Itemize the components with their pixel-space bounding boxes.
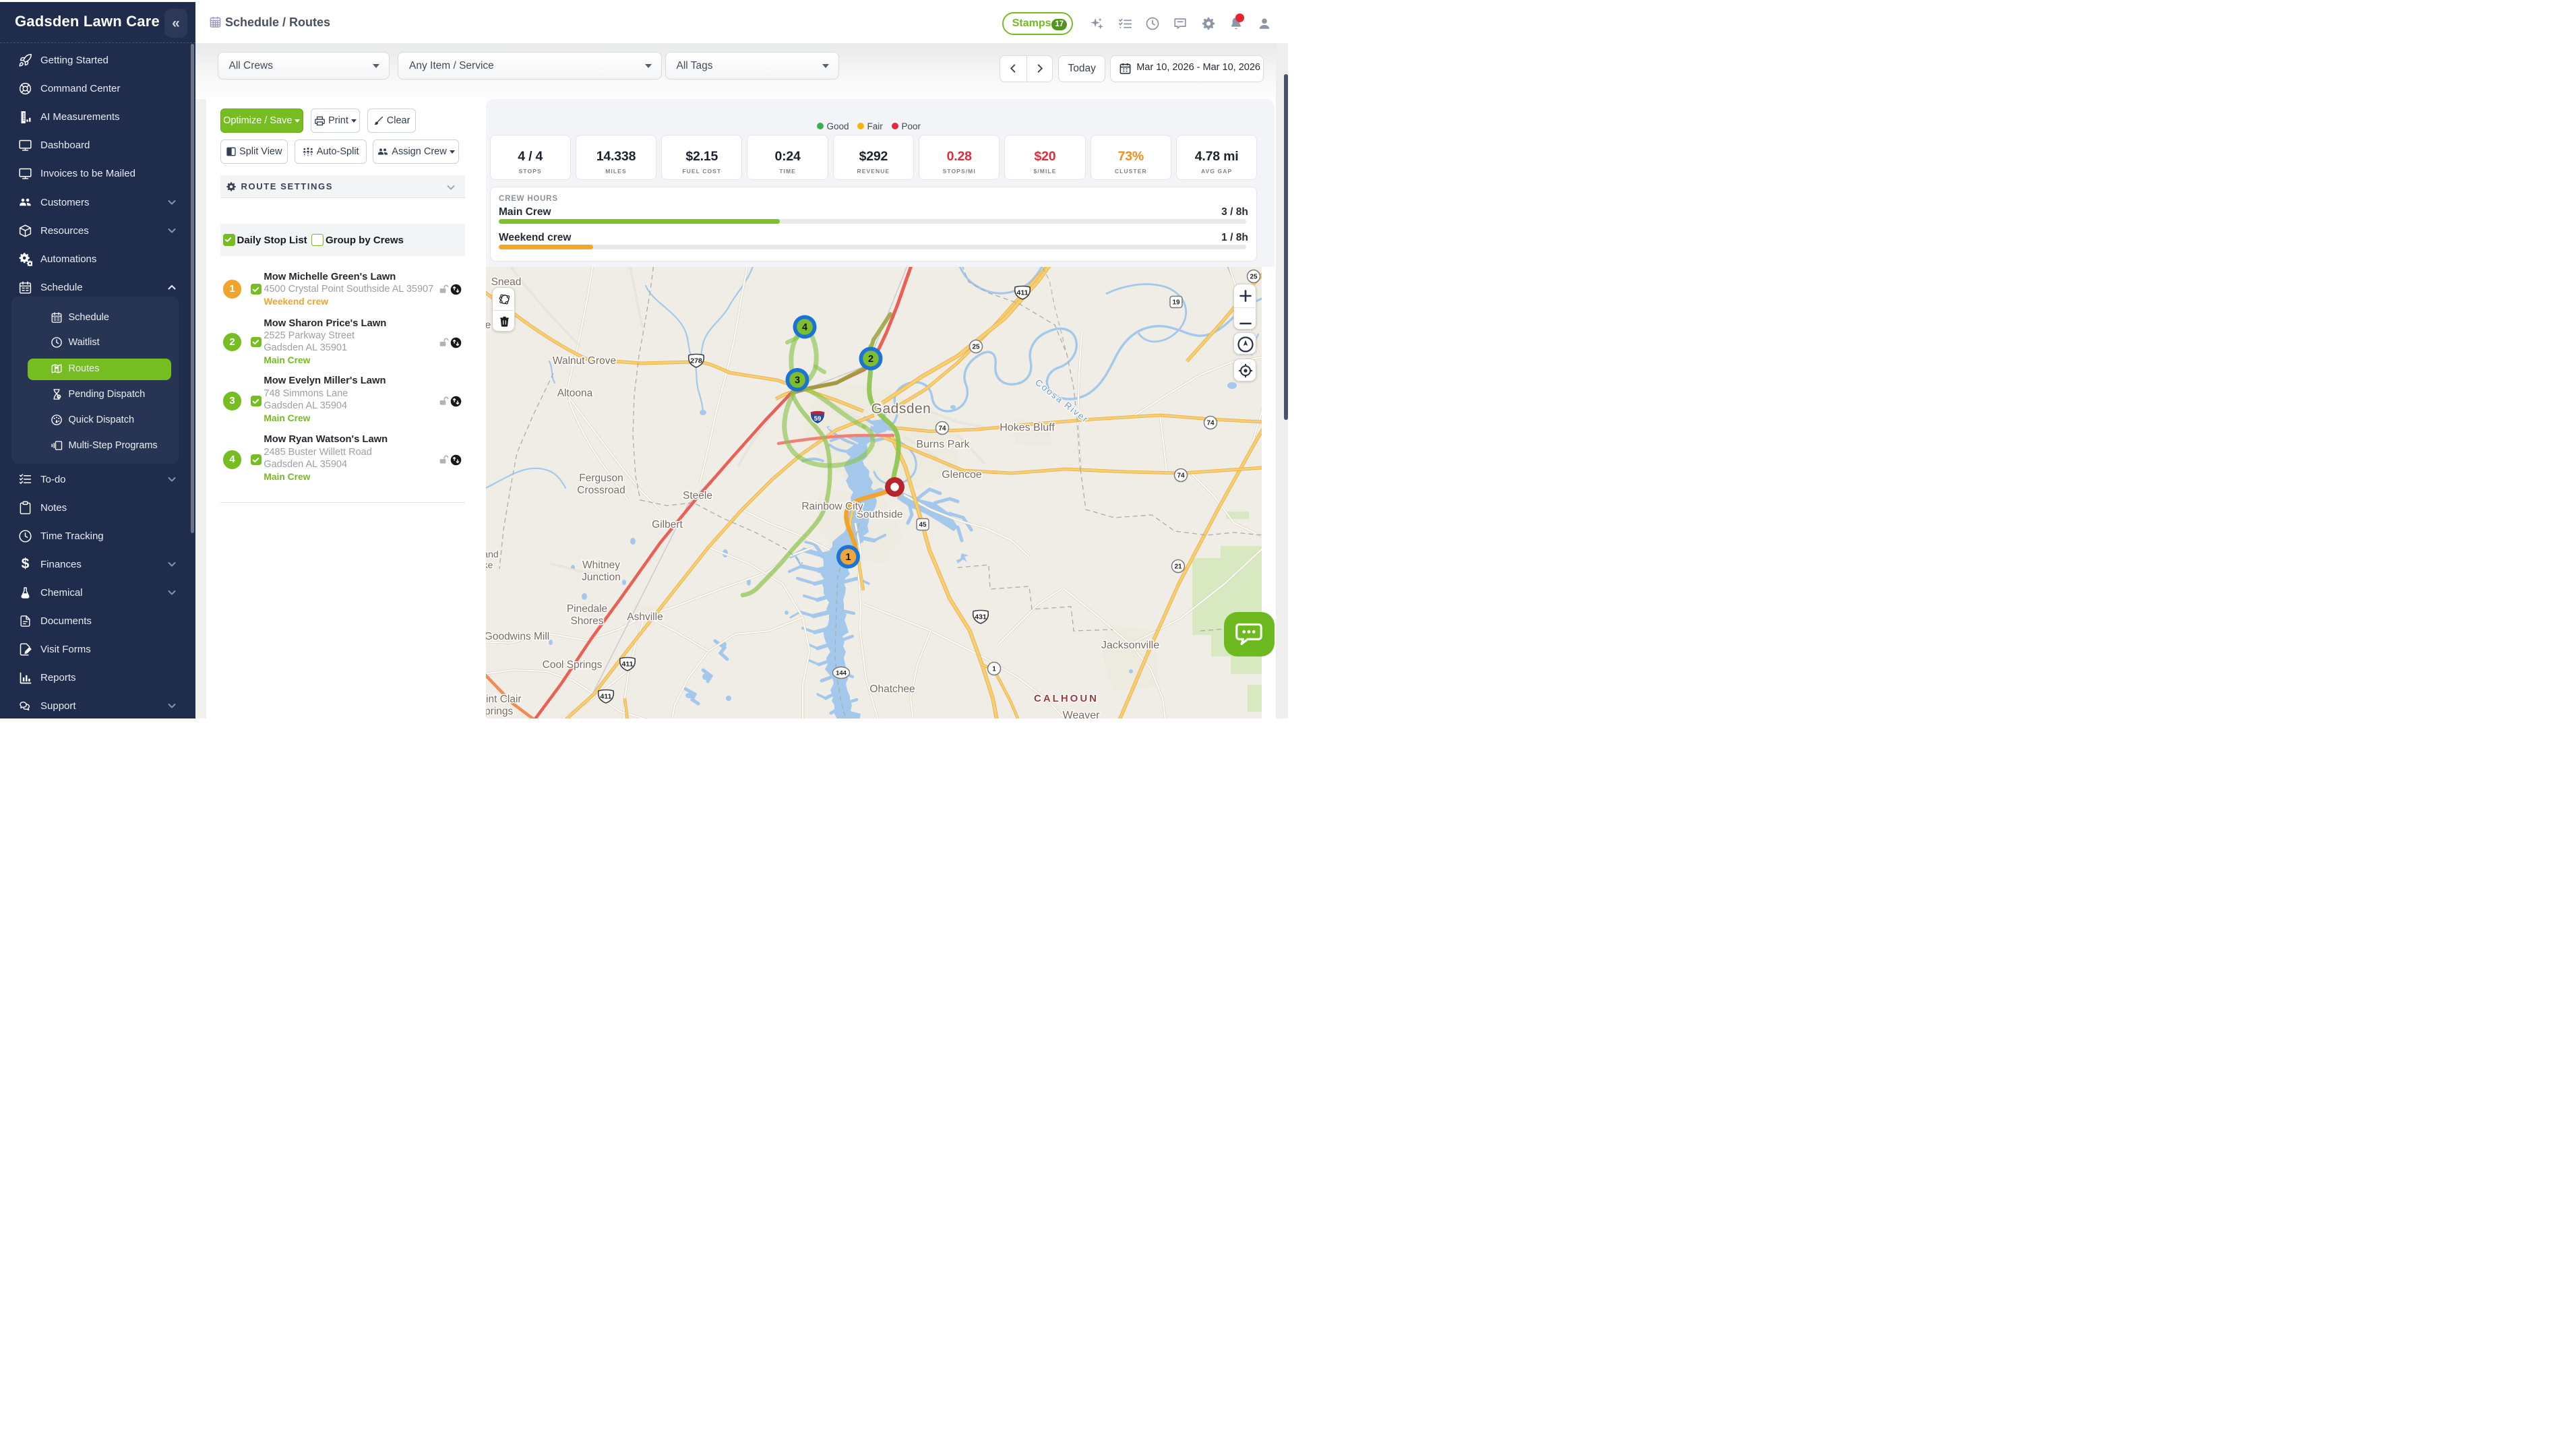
svg-text:59: 59 xyxy=(814,415,821,423)
svg-text:CALHOUN: CALHOUN xyxy=(1034,693,1099,704)
svg-text:Ferguson: Ferguson xyxy=(579,472,623,484)
svg-text:25: 25 xyxy=(1250,274,1258,281)
svg-text:4: 4 xyxy=(801,322,807,333)
svg-text:Rainbow City: Rainbow City xyxy=(801,501,863,512)
svg-text:Crossroad: Crossroad xyxy=(577,485,625,496)
svg-text:74: 74 xyxy=(1206,420,1215,427)
svg-text:2: 2 xyxy=(867,354,873,365)
svg-text:431: 431 xyxy=(975,613,987,621)
svg-text:Whitney: Whitney xyxy=(582,559,620,571)
svg-text:Cool Springs: Cool Springs xyxy=(542,659,602,671)
svg-text:21: 21 xyxy=(1174,563,1182,571)
svg-text:Burns Park: Burns Park xyxy=(916,439,970,450)
svg-text:Shores: Shores xyxy=(570,615,603,627)
svg-text:3: 3 xyxy=(794,375,799,386)
svg-text:Weaver: Weaver xyxy=(1062,710,1100,718)
svg-text:ke: ke xyxy=(486,559,493,570)
svg-text:278: 278 xyxy=(690,357,702,365)
svg-text:Gadsden: Gadsden xyxy=(871,401,931,417)
svg-text:74: 74 xyxy=(1177,472,1185,480)
svg-text:Southside: Southside xyxy=(856,509,902,520)
svg-text:Hokes Bluff: Hokes Bluff xyxy=(1000,422,1055,433)
svg-text:Goodwins Mill: Goodwins Mill xyxy=(486,631,549,642)
svg-text:411: 411 xyxy=(621,661,633,669)
svg-text:aint Clair: aint Clair xyxy=(486,694,522,705)
svg-text:Steele: Steele xyxy=(683,490,712,501)
svg-text:Altoona: Altoona xyxy=(557,388,592,399)
svg-text:411: 411 xyxy=(1016,289,1028,297)
svg-text:and: and xyxy=(486,549,499,559)
svg-text:Jacksonville: Jacksonville xyxy=(1101,640,1159,651)
svg-text:Junction: Junction xyxy=(582,572,621,583)
svg-text:Glencoe: Glencoe xyxy=(942,469,982,481)
svg-text:Ashville: Ashville xyxy=(627,611,663,623)
svg-text:25: 25 xyxy=(972,344,980,351)
svg-text:74: 74 xyxy=(938,425,946,433)
svg-text:e: e xyxy=(486,319,491,331)
svg-text:Walnut Grove: Walnut Grove xyxy=(552,355,615,367)
svg-text:Springs: Springs xyxy=(486,706,514,717)
svg-text:19: 19 xyxy=(1172,299,1180,307)
svg-text:Snead: Snead xyxy=(491,276,521,288)
svg-text:Pinedale: Pinedale xyxy=(566,603,607,615)
svg-text:1: 1 xyxy=(992,666,996,673)
svg-text:411: 411 xyxy=(600,693,611,701)
svg-text:144: 144 xyxy=(836,669,847,677)
svg-text:Gilbert: Gilbert xyxy=(652,519,683,530)
svg-text:1: 1 xyxy=(845,552,851,563)
svg-text:45: 45 xyxy=(919,522,927,529)
svg-text:Ohatchee: Ohatchee xyxy=(869,683,915,695)
